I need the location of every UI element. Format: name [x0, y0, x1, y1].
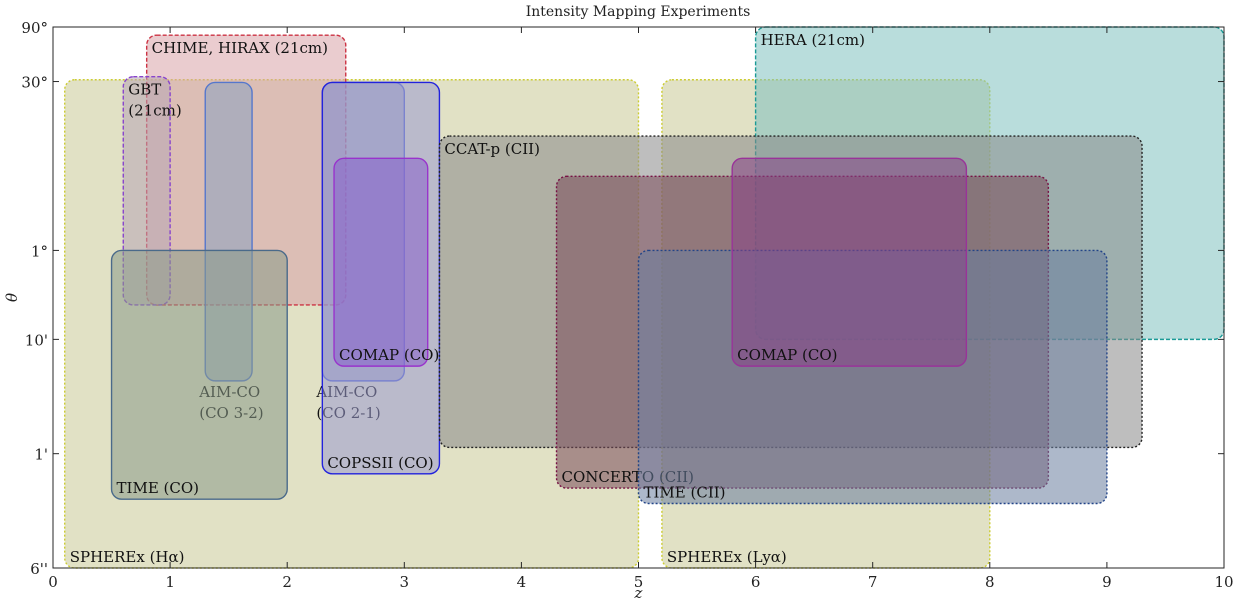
y-axis-label: θ	[3, 293, 21, 302]
region-box	[731, 157, 968, 367]
region-box	[110, 249, 288, 500]
region-13: COMAP (CO)	[731, 157, 968, 367]
x-tick-label: 3	[400, 573, 410, 591]
x-tick-label: 5	[634, 573, 644, 591]
y-tick-label: 90°	[21, 19, 48, 37]
region-label: HERA (21cm)	[761, 31, 865, 49]
region-label: TIME (CO)	[117, 479, 200, 497]
region-label: COMAP (CO)	[339, 346, 439, 364]
region-label: COPSSII (CO)	[327, 454, 433, 472]
y-tick-label: 10'	[25, 331, 48, 349]
region-9: COMAP (CO)	[333, 157, 439, 367]
region-label: COMAP (CO)	[737, 346, 837, 364]
region-4: GBT (21cm)	[122, 76, 182, 306]
region-label: (21cm)	[128, 102, 181, 120]
region-label: SPHEREx (Hα)	[70, 548, 185, 566]
region-label: CCAT-p (CII)	[444, 140, 540, 158]
region-label: CHIME, HIRAX (21cm)	[152, 39, 328, 57]
region-box	[333, 157, 429, 367]
y-tick-label: 6''	[30, 560, 48, 578]
x-tick-label: 4	[517, 573, 527, 591]
plot-area: SPHEREx (Hα) SPHEREx (Lyα) HERA (21cm) CHIM…	[64, 26, 1225, 569]
region-6: TIME (CO)	[110, 249, 288, 500]
y-tick-label: 30°	[21, 74, 48, 92]
x-tick-label: 9	[1102, 573, 1112, 591]
region-label: SPHEREx (Lyα)	[667, 548, 787, 566]
x-tick-label: 2	[282, 573, 292, 591]
region-label: TIME (CII)	[644, 483, 726, 501]
y-tick-label: 1'	[34, 446, 48, 464]
x-tick-label: 1	[165, 573, 175, 591]
region-label: GBT	[128, 81, 161, 99]
x-tick-label: 10	[1214, 573, 1233, 591]
x-axis-label: z	[634, 584, 643, 600]
chart-title: Intensity Mapping Experiments	[526, 4, 751, 20]
x-tick-label: 6	[751, 573, 761, 591]
axis-ticks: 0 1 2 3 4 5 6 7 8 9 10 6'' 1' 10' 1° 30° 90°	[21, 19, 1233, 591]
y-tick-label: 1°	[31, 242, 48, 260]
x-tick-label: 8	[985, 573, 995, 591]
x-tick-label: 0	[48, 573, 58, 591]
x-tick-label: 7	[868, 573, 878, 591]
